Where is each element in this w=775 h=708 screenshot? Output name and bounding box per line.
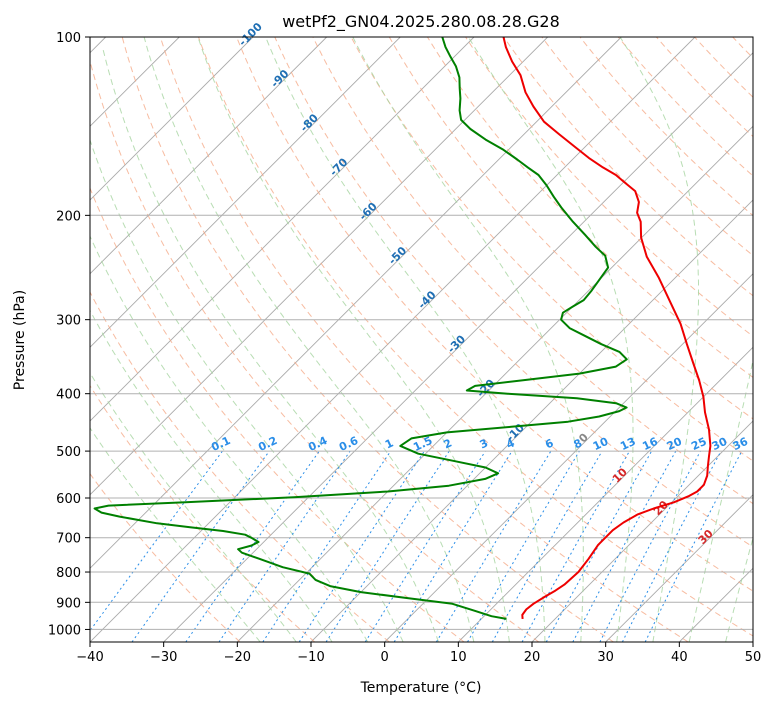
moist-adiabat-line [143, 37, 475, 642]
isotherm-line [531, 420, 753, 642]
sounding-profiles [93, 37, 712, 620]
mixing-ratio-line [545, 450, 653, 642]
y-tick-label: 100 [56, 31, 81, 46]
moist-adiabat-line [197, 37, 510, 642]
temperature-line [502, 37, 712, 619]
dry-adiabat-line [90, 59, 540, 642]
isotherm-line [90, 37, 401, 348]
chart-title: wetPf2_GN04.2025.280.08.28.G28 [282, 12, 560, 32]
dry-adiabat-line [90, 384, 316, 642]
dry-adiabat-line [121, 37, 614, 642]
dry-adiabat-line [159, 37, 689, 642]
x-tick-label: 30 [597, 650, 614, 665]
mixing-ratio-line [435, 450, 552, 642]
dry-adiabat-line [617, 37, 753, 177]
moist-adiabat-line [90, 309, 333, 642]
mixing-ratio-label: 10 [591, 435, 611, 453]
x-tick-label: 50 [745, 650, 762, 665]
mixing-ratio-label: 20 [665, 435, 685, 453]
dry-adiabat-line [236, 37, 753, 592]
isotherm-line [90, 37, 549, 496]
x-tick-label: 0 [381, 650, 389, 665]
isotherm-line [310, 199, 753, 642]
mixing-ratio-line [393, 450, 513, 642]
y-tick-label: 600 [56, 492, 81, 507]
mixing-ratio-line [521, 450, 630, 642]
mixing-ratio-label: 16 [640, 435, 660, 453]
plot-area [90, 37, 753, 642]
isotherm-line [457, 346, 753, 642]
mixing-ratio-line [621, 450, 722, 642]
mixing-ratio-label: 25 [689, 435, 708, 453]
isotherm-line [752, 641, 753, 642]
mixing-ratio-line [298, 450, 425, 642]
y-tick-label: 300 [56, 314, 81, 329]
plot-frame [89, 36, 754, 643]
isotherm-line [605, 494, 753, 642]
y-tick-label: 700 [56, 532, 81, 547]
background-lines [90, 37, 775, 642]
mixing-ratio-label: 30 [710, 435, 730, 453]
moist-adiabat-line [352, 37, 584, 642]
y-tick-label: 200 [56, 209, 81, 224]
x-tick-label: 20 [524, 650, 541, 665]
moist-adiabat-line [725, 536, 753, 642]
isotherm-line [90, 37, 622, 569]
isotherm-line [236, 125, 753, 642]
dry-adiabat-line [426, 37, 753, 378]
x-tick-label: −30 [150, 650, 177, 665]
isotherm-line [384, 273, 753, 642]
mixing-ratio-line [325, 450, 450, 642]
dry-adiabat-line [198, 37, 753, 637]
y-tick-label: 400 [56, 388, 81, 403]
x-tick-label: 40 [671, 650, 688, 665]
moist-adiabat-line [619, 37, 699, 642]
y-axis-label: Pressure (hPa) [12, 290, 28, 390]
mixing-ratio-line [185, 450, 320, 642]
mixing-ratio-label: 13 [618, 435, 637, 453]
y-tick-label: 900 [56, 596, 81, 611]
isotherm-line [90, 37, 254, 201]
moist-adiabat-line [90, 138, 404, 642]
y-tick-label: 1000 [48, 623, 81, 638]
mixing-ratio-label: 36 [731, 435, 751, 453]
y-tick-label: 500 [56, 445, 81, 460]
dry-adiabat-line [388, 37, 753, 420]
dry-adiabat-line [90, 291, 390, 642]
mixing-ratio-line [599, 450, 701, 642]
dry-adiabat-line [312, 37, 753, 505]
dry-adiabat-line [503, 37, 753, 297]
axes: −40 −30 −20 −10 0 10 20 30 40 50 100 200 300 400 500 60… [48, 31, 761, 665]
x-tick-label: 10 [450, 650, 467, 665]
dry-adiabat-line [771, 37, 775, 642]
isotherm-line [90, 37, 328, 275]
mixing-ratio-line [90, 450, 223, 632]
isotherm-line [90, 37, 696, 642]
x-tick-label: −40 [76, 650, 103, 665]
x-axis-label: Temperature (°C) [360, 680, 482, 696]
x-tick-label: −20 [224, 650, 251, 665]
mixing-ratio-line [364, 450, 486, 642]
moist-adiabat-line [688, 358, 753, 642]
dewpoint-line [93, 37, 628, 620]
dry-adiabat-line [90, 186, 465, 642]
moist-adiabat-line [265, 37, 546, 642]
x-tick-label: −10 [297, 650, 324, 665]
dry-adiabat-line [274, 37, 753, 548]
moist-adiabat-line [90, 235, 369, 642]
isotherm-line [163, 52, 753, 642]
isotherm-line [90, 37, 475, 422]
mixing-ratio-line [644, 450, 743, 642]
mixing-ratio-line [467, 450, 580, 642]
mixing-ratio-line [572, 450, 677, 642]
y-tick-label: 800 [56, 566, 81, 581]
moist-adiabat-line [90, 427, 261, 642]
mixing-ratio-line [131, 450, 270, 642]
